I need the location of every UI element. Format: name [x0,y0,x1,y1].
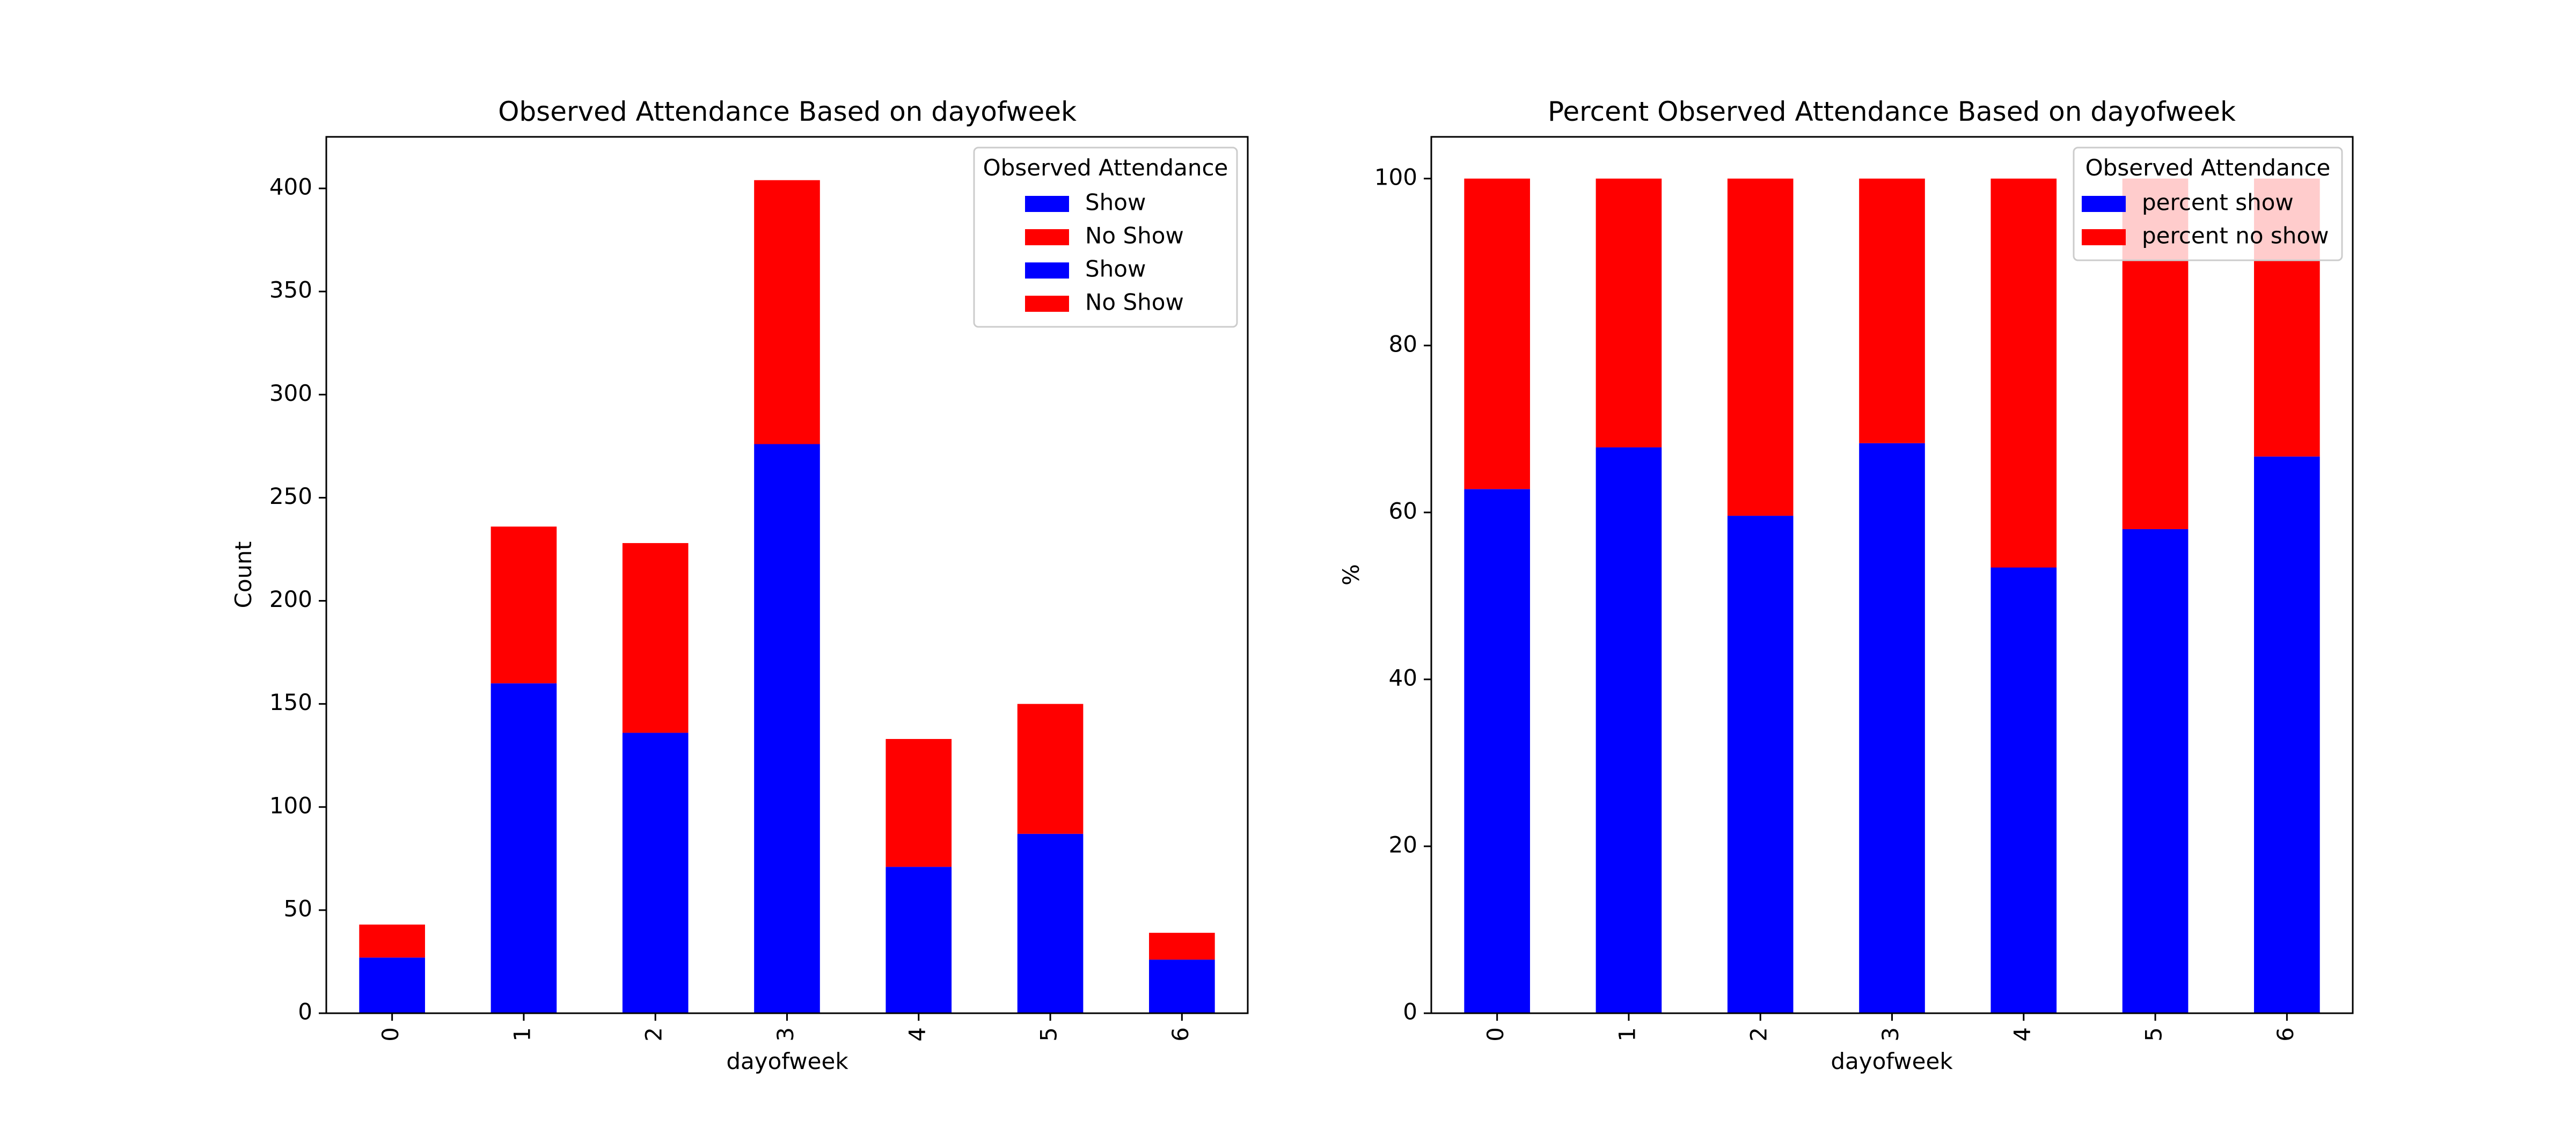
bar-no-show-day-2 [1727,178,1794,516]
legend-swatch [1025,296,1069,312]
bar-no-show-day-0 [359,924,425,958]
chart-title: Percent Observed Attendance Based on day… [1548,96,2236,127]
x-tick-label: 2 [641,1027,667,1042]
legend-swatch [2082,196,2126,212]
legend: Observed Attendance Show No Show Show No Sho… [973,147,1238,328]
bar-no-show-day-1 [1596,178,1662,448]
bars-group [1464,178,2320,1014]
axes-frame [1430,136,2354,1014]
y-tick-label: 350 [269,277,312,303]
x-tick-label: 3 [1877,1027,1904,1042]
bar-show-day-4 [885,867,952,1013]
bar-no-show-day-3 [1859,178,1925,443]
bar-show-day-1 [1596,447,1662,1013]
x-tick-label: 4 [2009,1027,2035,1042]
percent-chart: Percent Observed Attendance Based on day… [1338,96,2354,1074]
x-ticks-group: 0 1 2 3 4 5 6 [377,1013,1194,1042]
bar-show-day-4 [1990,567,2057,1013]
bar-no-show-day-3 [754,180,820,444]
bar-show-day-6 [1149,960,1215,1013]
chart-title: Observed Attendance Based on dayofweek [498,96,1077,127]
bar-no-show-day-5 [1017,704,1084,834]
legend-label: Show [1085,189,1146,216]
bars-group [359,180,1215,1013]
y-tick-label: 100 [1374,164,1417,190]
legend-title: Observed Attendance [2085,155,2331,181]
x-tick-label: 6 [2272,1027,2299,1042]
bar-show-day-1 [491,683,557,1013]
y-tick-label: 60 [1389,497,1417,524]
x-tick-label: 5 [1036,1027,1062,1042]
y-tick-label: 20 [1389,831,1417,858]
legend-swatch [2082,229,2126,245]
bar-no-show-day-4 [885,738,952,867]
legend-swatch [1025,196,1069,212]
y-axis-label: Count [230,541,257,609]
legend-title: Observed Attendance [983,155,1228,181]
bar-show-day-6 [2254,456,2320,1014]
bar-show-day-0 [359,957,425,1013]
count-chart: Observed Attendance Based on dayofweek d… [230,96,1249,1074]
bar-show-day-3 [754,444,820,1013]
x-tick-label: 0 [377,1027,404,1042]
x-tick-label: 4 [904,1027,930,1042]
bar-no-show-day-4 [1990,178,2057,568]
legend-box [2073,147,2343,261]
legend-swatch [1025,262,1069,279]
bar-show-day-3 [1859,443,1925,1013]
legend-label: percent no show [2142,223,2329,249]
y-ticks-group: 0 50 100 150 200 250 300 350 400 [269,174,326,1025]
legend-label: No Show [1085,223,1184,249]
x-ticks-group: 0 1 2 3 4 5 6 [1482,1013,2299,1042]
y-tick-label: 0 [298,999,312,1025]
y-tick-label: 200 [269,586,312,612]
x-tick-label: 1 [1614,1027,1640,1042]
x-tick-label: 5 [2141,1027,2167,1042]
y-tick-label: 250 [269,483,312,509]
x-tick-label: 6 [1167,1027,1194,1042]
legend-label: Show [1085,256,1146,282]
y-tick-label: 150 [269,689,312,715]
y-tick-label: 400 [269,174,312,200]
x-tick-label: 1 [509,1027,535,1042]
y-tick-label: 50 [284,895,312,921]
legend-box [973,147,1238,328]
bar-no-show-day-6 [1149,933,1215,960]
bar-no-show-day-1 [491,526,557,684]
bar-show-day-2 [1727,516,1794,1013]
bar-no-show-day-0 [1464,178,1530,489]
legend-label: No Show [1085,289,1184,316]
bar-show-day-2 [622,733,689,1013]
y-tick-label: 100 [269,792,312,818]
y-axis-label: % [1338,564,1364,586]
bar-no-show-day-2 [622,543,689,733]
x-axis-label: dayofweek [1831,1048,1953,1074]
y-tick-label: 80 [1389,331,1417,357]
y-ticks-group: 0 20 40 60 80 100 [1374,164,1431,1025]
bar-show-day-5 [2122,529,2189,1013]
bar-show-day-0 [1464,489,1530,1013]
legend-swatch [1025,229,1069,245]
y-tick-label: 40 [1389,664,1417,691]
axes-frame [325,136,1249,1014]
y-tick-label: 300 [269,380,312,406]
x-tick-label: 0 [1482,1027,1509,1042]
legend-label: percent show [2142,189,2294,216]
bar-show-day-5 [1017,833,1084,1013]
y-tick-label: 0 [1403,999,1417,1025]
legend: Observed Attendance percent show percent n… [2073,147,2343,261]
x-tick-label: 3 [772,1027,799,1042]
x-tick-label: 2 [1746,1027,1772,1042]
x-axis-label: dayofweek [726,1048,848,1074]
